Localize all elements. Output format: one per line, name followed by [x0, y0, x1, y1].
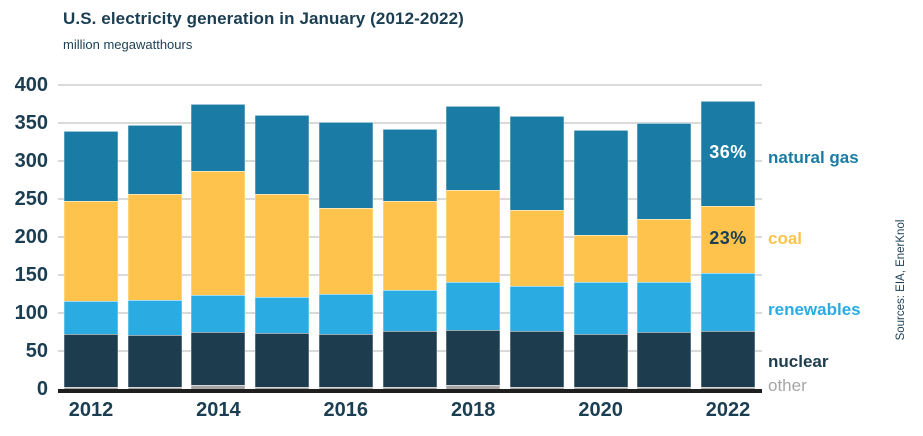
y-tick-label-350: 350	[14, 112, 48, 134]
bar-segment-other-2013	[127, 387, 182, 389]
bar-segment-natural_gas-2022: 36%	[701, 100, 755, 206]
bar-segment-natural_gas-2016	[318, 121, 373, 209]
bar-segment-other-2020	[573, 387, 628, 389]
x-tick-label-2012: 2012	[68, 399, 114, 421]
bar-segment-natural_gas-2018	[446, 106, 501, 190]
bar-2019	[509, 85, 564, 389]
bar-segment-coal-2012	[64, 201, 118, 301]
bar-2017	[382, 85, 437, 389]
y-tick-label-0: 0	[36, 378, 48, 400]
bar-segment-natural_gas-2021	[637, 123, 692, 219]
y-tick-label-100: 100	[14, 302, 48, 324]
bar-segment-renewables-2019	[509, 285, 564, 332]
y-tick-label-300: 300	[14, 150, 48, 172]
bar-segment-natural_gas-2019	[509, 116, 564, 210]
chart-title: U.S. electricity generation in January (…	[63, 9, 464, 28]
bar-value-label-natural_gas: 36%	[709, 142, 747, 163]
bar-segment-natural_gas-2015	[255, 115, 310, 194]
bar-segment-coal-2015	[255, 193, 310, 298]
x-tick-label-2022: 2022	[705, 399, 751, 421]
bar-2012	[64, 85, 118, 389]
bar-segment-other-2017	[382, 387, 437, 389]
y-tick-label-150: 150	[14, 264, 48, 286]
gridline-400	[58, 84, 762, 86]
bar-segment-coal-2019	[509, 209, 564, 286]
bar-2022: 23% 36%	[701, 85, 755, 389]
bar-segment-renewables-2017	[382, 290, 437, 332]
y-tick-label-400: 400	[14, 74, 48, 96]
legend-item-natural-gas: natural gas	[768, 148, 859, 167]
legend-item-renewables: renewables	[768, 300, 861, 319]
bar-segment-renewables-2013	[127, 300, 182, 336]
bar-segment-natural_gas-2014	[191, 104, 246, 171]
bar-2013	[127, 85, 182, 389]
y-tick-label-50: 50	[25, 340, 48, 362]
bar-segment-nuclear-2015	[255, 332, 310, 388]
plot-area: 23% 36%	[58, 84, 762, 393]
bar-value-label-coal: 23%	[709, 228, 747, 249]
bar-segment-nuclear-2021	[637, 332, 692, 388]
bar-segment-natural_gas-2013	[127, 125, 182, 195]
bar-segment-renewables-2022	[701, 272, 755, 332]
bar-segment-renewables-2015	[255, 297, 310, 333]
bar-segment-renewables-2016	[318, 294, 373, 334]
x-axis-line	[58, 389, 762, 393]
bar-segment-renewables-2021	[637, 281, 692, 332]
bar-2014	[191, 85, 246, 389]
legend-item-nuclear: nuclear	[768, 352, 829, 371]
bar-segment-nuclear-2013	[127, 335, 182, 388]
bar-segment-coal-2022: 23%	[701, 205, 755, 273]
bar-2016	[318, 85, 373, 389]
bar-segment-natural_gas-2017	[382, 129, 437, 202]
bar-segment-coal-2014	[191, 170, 246, 295]
bar-segment-renewables-2018	[446, 281, 501, 330]
bar-segment-coal-2016	[318, 208, 373, 294]
bar-segment-nuclear-2022	[701, 331, 755, 387]
bar-2021	[637, 85, 692, 389]
x-tick-label-2014: 2014	[196, 399, 241, 421]
bar-segment-renewables-2014	[191, 294, 246, 332]
legend-item-coal: coal	[768, 229, 803, 248]
bar-2018	[446, 85, 501, 389]
bar-segment-coal-2018	[446, 189, 501, 282]
bar-segment-other-2018	[446, 385, 501, 389]
bar-segment-other-2019	[509, 387, 564, 389]
gridline-350	[58, 122, 762, 124]
bar-segment-nuclear-2018	[446, 329, 501, 386]
source-note: Sources: EIA, EnerKnol	[895, 219, 907, 341]
bar-segment-other-2016	[318, 387, 373, 389]
bar-segment-other-2021	[637, 387, 692, 389]
bar-segment-coal-2020	[573, 234, 628, 282]
bar-segment-other-2012	[64, 387, 118, 389]
bar-segment-natural_gas-2020	[573, 129, 628, 235]
bar-segment-other-2014	[191, 385, 246, 389]
bar-segment-coal-2021	[637, 218, 692, 282]
x-tick-label-2016: 2016	[323, 399, 369, 421]
bar-segment-coal-2017	[382, 201, 437, 291]
x-tick-label-2018: 2018	[450, 399, 496, 421]
x-tick-label-2020: 2020	[578, 399, 623, 421]
bar-segment-renewables-2020	[573, 281, 628, 334]
bar-segment-other-2015	[255, 387, 310, 389]
bar-segment-coal-2013	[127, 194, 182, 301]
bar-segment-nuclear-2019	[509, 331, 564, 388]
bar-2020	[573, 85, 628, 389]
y-tick-label-200: 200	[14, 226, 48, 248]
chart-subtitle: million megawatthours	[63, 37, 193, 52]
y-tick-label-250: 250	[14, 188, 48, 210]
bar-segment-renewables-2012	[64, 300, 118, 334]
bar-segment-other-2022	[701, 386, 755, 389]
bar-segment-nuclear-2020	[573, 333, 628, 388]
bar-segment-natural_gas-2012	[64, 131, 118, 202]
bar-segment-nuclear-2016	[318, 333, 373, 388]
bar-segment-nuclear-2012	[64, 333, 118, 388]
bar-segment-nuclear-2017	[382, 331, 437, 388]
bar-segment-nuclear-2014	[191, 332, 246, 386]
bar-2015	[255, 85, 310, 389]
legend-item-other: other	[768, 376, 807, 395]
